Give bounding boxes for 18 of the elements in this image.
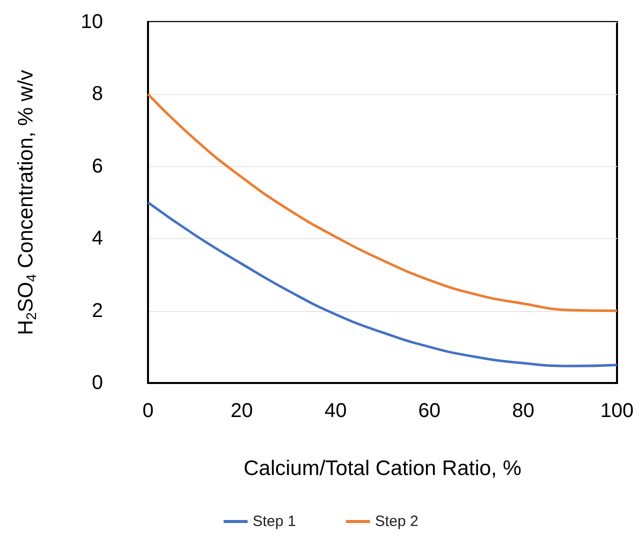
y-tick-label: 10 (80, 11, 103, 33)
y-axis-title: H2SO4 Concentration, % w/v (14, 69, 39, 336)
x-tick-label: 60 (418, 400, 441, 422)
y-tick-label: 8 (92, 83, 103, 106)
legend-label: Step 2 (375, 513, 418, 530)
y-tick-label: 0 (92, 372, 103, 394)
x-tick-label: 20 (230, 400, 253, 422)
x-tick-label: 0 (142, 400, 154, 422)
y-tick-label: 4 (92, 228, 103, 250)
x-tick-label: 100 (600, 400, 634, 422)
x-tick-label: 80 (512, 400, 534, 422)
y-tick-label: 6 (92, 155, 103, 178)
line-series (146, 201, 618, 368)
line-series (146, 92, 618, 312)
y-tick-label: 2 (92, 300, 103, 322)
x-axis-title: Calcium/Total Cation Ratio, % (244, 457, 522, 480)
x-tick-label: 40 (324, 400, 347, 422)
legend-label: Step 1 (252, 513, 296, 530)
